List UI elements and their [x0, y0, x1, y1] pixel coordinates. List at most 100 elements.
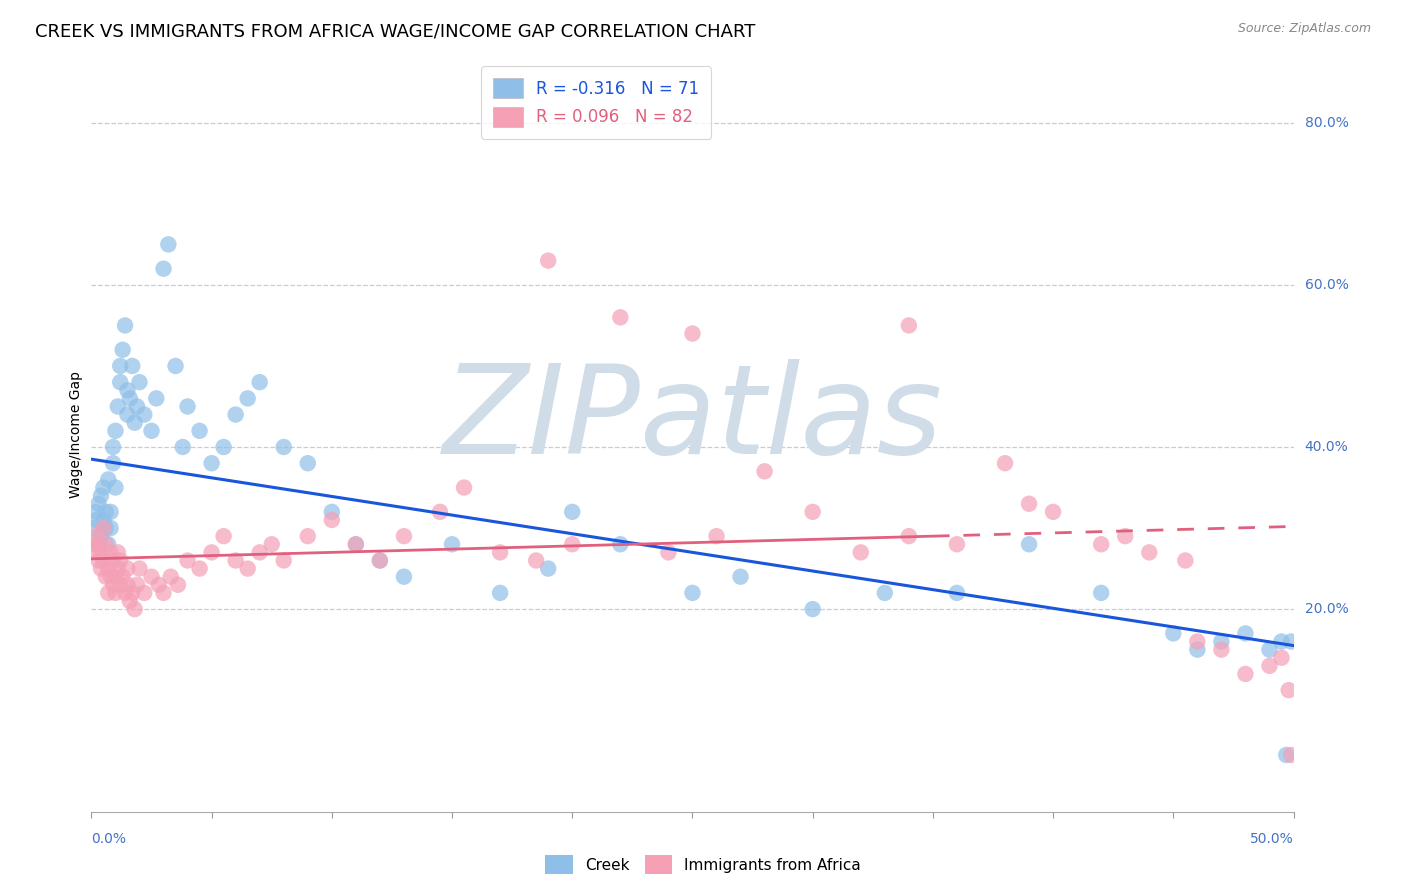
Point: [104, 481, 127, 495]
Point: [97, 586, 120, 600]
Point: [148, 578, 170, 592]
Point: [368, 553, 391, 567]
Point: [152, 261, 174, 276]
Point: [100, 505, 122, 519]
Text: 80.0%: 80.0%: [1305, 116, 1348, 130]
Point: [681, 326, 703, 341]
Point: [188, 561, 211, 575]
Point: [124, 602, 146, 616]
Point: [392, 570, 415, 584]
Point: [249, 545, 271, 559]
Point: [201, 456, 224, 470]
Y-axis label: Wage/Income Gap: Wage/Income Gap: [69, 371, 83, 499]
Point: [87, 537, 110, 551]
Point: [1258, 658, 1281, 673]
Point: [321, 513, 343, 527]
Point: [236, 392, 259, 406]
Point: [90, 545, 112, 559]
Point: [157, 237, 180, 252]
Point: [110, 359, 132, 373]
Point: [97, 472, 120, 486]
Point: [225, 408, 247, 422]
Text: Source: ZipAtlas.com: Source: ZipAtlas.com: [1237, 22, 1371, 36]
Point: [561, 505, 583, 519]
Point: [128, 561, 150, 575]
Point: [1018, 497, 1040, 511]
Point: [1270, 650, 1292, 665]
Point: [83, 537, 105, 551]
Text: ZIPatlas: ZIPatlas: [443, 359, 942, 480]
Text: 40.0%: 40.0%: [1305, 440, 1348, 454]
Point: [84, 545, 107, 559]
Point: [236, 561, 259, 575]
Point: [657, 545, 679, 559]
Point: [100, 570, 122, 584]
Point: [609, 310, 631, 325]
Point: [104, 570, 127, 584]
Point: [141, 424, 163, 438]
Point: [94, 570, 117, 584]
Point: [188, 424, 211, 438]
Legend: Creek, Immigrants from Africa: Creek, Immigrants from Africa: [538, 849, 868, 880]
Point: [429, 505, 451, 519]
Point: [368, 553, 391, 567]
Point: [117, 384, 139, 398]
Point: [110, 375, 132, 389]
Point: [97, 537, 120, 551]
Point: [84, 505, 107, 519]
Text: 60.0%: 60.0%: [1305, 278, 1348, 292]
Point: [1258, 642, 1281, 657]
Point: [897, 318, 920, 333]
Point: [344, 537, 367, 551]
Point: [897, 529, 920, 543]
Point: [1279, 634, 1302, 648]
Point: [1187, 634, 1209, 648]
Point: [101, 456, 124, 470]
Point: [273, 440, 295, 454]
Point: [114, 586, 136, 600]
Point: [1270, 634, 1292, 648]
Point: [117, 408, 139, 422]
Point: [176, 553, 198, 567]
Point: [101, 553, 124, 567]
Point: [83, 521, 105, 535]
Point: [176, 400, 198, 414]
Point: [1234, 626, 1257, 640]
Point: [84, 529, 107, 543]
Point: [201, 545, 224, 559]
Point: [537, 561, 560, 575]
Point: [93, 553, 115, 567]
Point: [111, 343, 134, 357]
Point: [1018, 537, 1040, 551]
Point: [344, 537, 367, 551]
Point: [1279, 747, 1302, 762]
Point: [440, 537, 463, 551]
Point: [609, 537, 631, 551]
Point: [93, 513, 115, 527]
Point: [681, 586, 703, 600]
Point: [104, 586, 127, 600]
Point: [706, 529, 728, 543]
Point: [524, 553, 547, 567]
Point: [87, 553, 110, 567]
Point: [93, 521, 115, 535]
Point: [134, 586, 156, 600]
Point: [754, 464, 776, 478]
Point: [1174, 553, 1197, 567]
Point: [249, 375, 271, 389]
Point: [260, 537, 283, 551]
Point: [167, 578, 190, 592]
Point: [90, 561, 112, 575]
Point: [946, 586, 969, 600]
Point: [1090, 586, 1112, 600]
Point: [537, 253, 560, 268]
Point: [159, 570, 181, 584]
Point: [392, 529, 415, 543]
Point: [453, 481, 475, 495]
Point: [87, 537, 110, 551]
Point: [94, 521, 117, 535]
Point: [84, 513, 107, 527]
Point: [801, 505, 824, 519]
Point: [489, 545, 512, 559]
Point: [145, 392, 167, 406]
